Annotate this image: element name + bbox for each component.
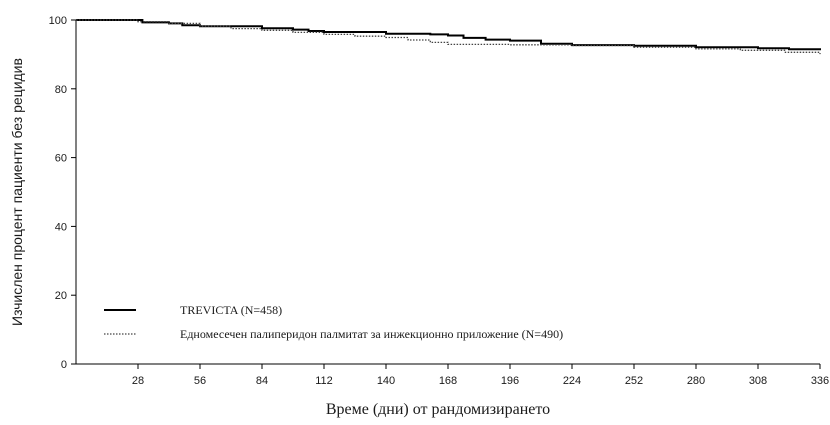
- legend-label-0: TREVICTA (N=458): [180, 303, 282, 317]
- y-tick-label: 100: [49, 15, 67, 27]
- x-tick-label: 112: [315, 375, 333, 387]
- y-axis: 0 20 40 60 80 100: [49, 15, 77, 371]
- legend: TREVICTA (N=458) Едномесечен палиперидон …: [104, 303, 563, 341]
- y-tick-label: 20: [55, 290, 67, 302]
- series-lines: [76, 19, 821, 55]
- y-tick-label: 0: [61, 359, 67, 371]
- x-tick-label: 196: [501, 375, 519, 387]
- x-tick-label: 224: [563, 375, 581, 387]
- x-tick-label: 252: [625, 375, 643, 387]
- y-tick-label: 40: [55, 221, 67, 233]
- x-tick-label: 168: [439, 375, 457, 387]
- legend-label-1: Едномесечен палиперидон палмитат за инже…: [180, 327, 563, 341]
- y-tick-label: 80: [55, 84, 67, 96]
- x-tick-label: 56: [194, 375, 206, 387]
- x-axis-title: Време (дни) от рандомизирането: [326, 401, 550, 418]
- y-axis-title: Изчислен процент пациенти без рецидив: [9, 58, 25, 326]
- x-tick-label: 336: [811, 375, 829, 387]
- series-line-0: [76, 19, 821, 51]
- x-tick-label: 280: [687, 375, 705, 387]
- x-tick-label: 28: [132, 375, 144, 387]
- series-line-1: [76, 19, 821, 55]
- x-axis: 28 56 84 112 140 168 196 224 252 280 308 336: [76, 363, 829, 387]
- x-tick-label: 140: [377, 375, 395, 387]
- y-tick-label: 60: [55, 153, 67, 165]
- x-tick-label: 84: [256, 375, 268, 387]
- x-tick-label: 308: [749, 375, 767, 387]
